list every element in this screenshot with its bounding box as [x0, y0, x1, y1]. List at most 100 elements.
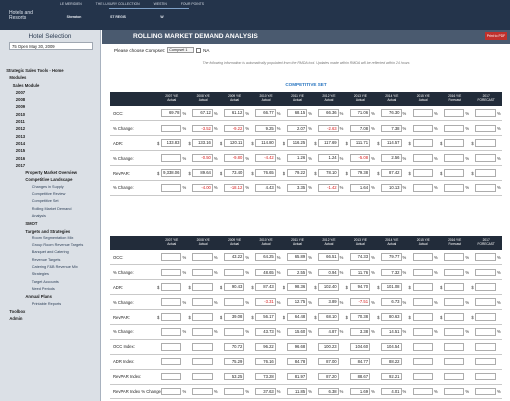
value-field[interactable]: 76.65 [255, 169, 276, 177]
value-field[interactable] [223, 268, 245, 277]
value-field[interactable] [161, 343, 182, 351]
value-field[interactable] [412, 357, 433, 366]
value-field[interactable] [161, 313, 182, 321]
value-field[interactable] [443, 298, 465, 306]
value-field[interactable]: 15.60 [286, 328, 308, 336]
value-field[interactable]: 6.73 [381, 298, 402, 306]
value-field[interactable] [161, 328, 182, 336]
value-field[interactable] [192, 283, 213, 291]
value-field[interactable] [443, 169, 465, 177]
value-field[interactable]: -4.42 [255, 154, 276, 162]
value-field[interactable]: -1.42 [318, 184, 339, 192]
print-pdf-button[interactable]: Print to PDF [485, 32, 507, 40]
value-field[interactable]: -3.52 [192, 124, 213, 133]
value-field[interactable] [161, 124, 182, 133]
value-field[interactable]: 9,338.06 [161, 169, 182, 177]
value-field[interactable]: 64.25 [255, 253, 276, 261]
value-field[interactable]: 64.48 [286, 313, 308, 321]
value-field[interactable] [412, 184, 433, 192]
value-field[interactable]: 0.94 [318, 268, 339, 277]
value-field[interactable]: 14.51 [381, 328, 402, 336]
value-field[interactable]: 79.38 [349, 169, 371, 177]
value-field[interactable]: 90.43 [223, 283, 245, 291]
value-field[interactable]: 76.16 [255, 357, 276, 366]
tree-item[interactable]: Toolbox [9, 308, 26, 314]
value-field[interactable]: -0.50 [192, 154, 213, 162]
value-field[interactable]: 4.01 [381, 387, 402, 396]
value-field[interactable] [443, 387, 465, 396]
value-field[interactable]: 7.08 [349, 124, 371, 133]
compset-select[interactable]: Compset 1 [167, 47, 195, 53]
value-field[interactable]: 2.07 [286, 124, 308, 133]
value-field[interactable]: 114.80 [255, 139, 276, 147]
value-field[interactable]: 2.55 [286, 268, 308, 277]
value-field[interactable]: 3.89 [318, 298, 339, 306]
tree-item[interactable]: Competitive Review [31, 192, 66, 197]
value-field[interactable]: 65.89 [286, 253, 308, 261]
value-field[interactable] [443, 328, 465, 336]
tree-item[interactable]: 2017 [15, 162, 26, 168]
value-field[interactable]: 116.25 [286, 139, 308, 147]
value-field[interactable]: 76.30 [381, 109, 402, 117]
tree-item[interactable]: Group Room Revenue Targets [31, 243, 84, 248]
tree-item[interactable]: Strategies [31, 272, 49, 277]
value-field[interactable] [161, 268, 182, 277]
value-field[interactable] [161, 357, 182, 366]
value-field[interactable] [161, 372, 182, 381]
tree-item[interactable]: 2015 [15, 148, 26, 154]
tree-item[interactable]: 2011 [15, 119, 25, 125]
value-field[interactable] [443, 109, 465, 117]
value-field[interactable] [192, 328, 213, 336]
value-field[interactable]: 61.12 [223, 109, 245, 117]
value-field[interactable] [412, 343, 433, 351]
value-field[interactable] [412, 253, 433, 261]
value-field[interactable] [412, 268, 433, 277]
value-field[interactable]: 84.78 [286, 357, 308, 366]
value-field[interactable]: 9.25 [255, 124, 276, 133]
value-field[interactable]: 79.22 [286, 169, 308, 177]
value-field[interactable]: 96.22 [255, 343, 276, 351]
value-field[interactable] [443, 124, 465, 133]
value-field[interactable] [443, 343, 465, 351]
value-field[interactable] [443, 313, 465, 321]
value-field[interactable] [412, 298, 433, 306]
value-field[interactable]: 87.00 [318, 357, 339, 366]
tree-item[interactable]: Admin [9, 316, 23, 322]
value-field[interactable] [223, 387, 245, 396]
value-field[interactable]: 3.38 [349, 328, 371, 336]
value-field[interactable]: 117.69 [318, 139, 339, 147]
tree-item[interactable]: Need Periods [31, 286, 55, 291]
value-field[interactable] [192, 372, 213, 381]
value-field[interactable] [192, 268, 213, 277]
value-field[interactable]: 94.70 [349, 283, 371, 291]
value-field[interactable]: 1.69 [349, 387, 371, 396]
value-field[interactable]: 66.51 [318, 253, 339, 261]
value-field[interactable]: 111.71 [349, 139, 371, 147]
value-field[interactable]: 1.26 [286, 154, 308, 162]
value-field[interactable] [475, 372, 496, 381]
value-field[interactable]: 73.28 [255, 372, 276, 381]
brand-logo-link[interactable]: Sheraton [66, 15, 82, 19]
value-field[interactable]: 80.63 [381, 313, 402, 321]
value-field[interactable] [475, 184, 496, 192]
tree-item[interactable]: Changes in Supply [31, 184, 64, 189]
value-field[interactable]: 70.72 [223, 343, 245, 351]
value-field[interactable] [475, 328, 496, 336]
value-field[interactable]: 101.08 [381, 283, 402, 291]
tree-item[interactable]: Competitive Set [31, 199, 59, 204]
value-field[interactable] [412, 387, 433, 396]
tree-item[interactable]: Rolling Market Demand [31, 206, 72, 211]
value-field[interactable]: 43.73 [255, 328, 276, 336]
value-field[interactable]: -7.51 [349, 298, 371, 306]
tree-item[interactable]: SMOT [25, 221, 38, 227]
value-field[interactable] [161, 253, 182, 261]
value-field[interactable]: 11.76 [349, 268, 371, 277]
value-field[interactable]: 87.20 [318, 372, 339, 381]
tree-item[interactable]: Annual Plans [25, 294, 52, 300]
value-field[interactable]: -4.00 [192, 184, 213, 192]
value-field[interactable]: 2.56 [381, 154, 402, 162]
value-field[interactable]: 133.16 [192, 139, 213, 147]
value-field[interactable]: 102.40 [318, 283, 339, 291]
value-field[interactable] [475, 387, 496, 396]
value-field[interactable] [412, 109, 433, 117]
